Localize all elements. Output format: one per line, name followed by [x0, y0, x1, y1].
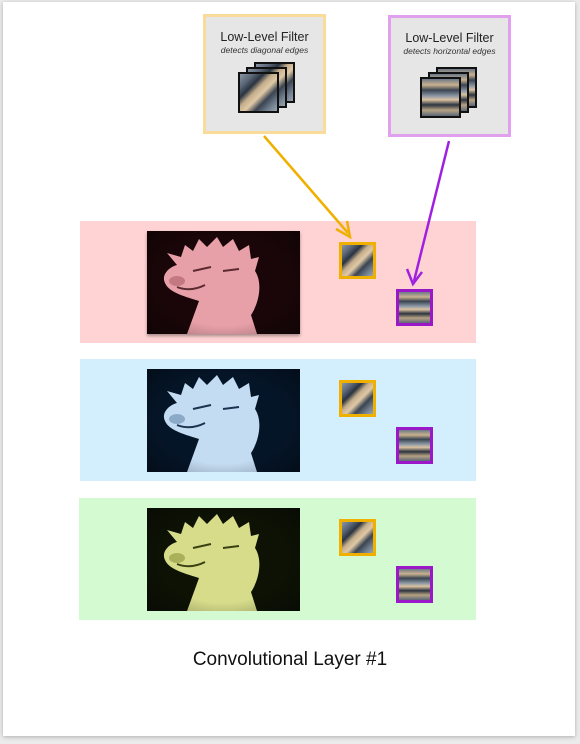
horizontal-filter-arrow — [405, 140, 451, 287]
diagonal-filter-arrow — [263, 135, 352, 240]
horizontal-filter-subtitle: detects horizontal edges — [403, 46, 496, 56]
horizontal-filter-title: Low-Level Filter — [405, 31, 494, 45]
horizontal-kernel-green — [396, 566, 433, 603]
horizontal-edge-filter-icon — [420, 67, 477, 118]
diagonal-kernel-blue — [339, 380, 376, 417]
diagonal-filter-title: Low-Level Filter — [220, 30, 309, 44]
alpaca-photo-blue-channel — [147, 369, 300, 472]
diagonal-kernel-green — [339, 519, 376, 556]
horizontal-kernel-blue — [396, 427, 433, 464]
diagonal-filter-box: Low-Level Filter detects diagonal edges — [203, 14, 326, 134]
diagonal-kernel-red — [339, 242, 376, 279]
horizontal-kernel-red — [396, 289, 433, 326]
alpaca-photo-red-channel — [147, 231, 300, 334]
alpaca-photo-green-channel — [147, 508, 300, 611]
channel-band-red — [80, 221, 476, 343]
channel-band-green — [79, 498, 476, 620]
channel-band-blue — [80, 359, 476, 481]
horizontal-filter-box: Low-Level Filter detects horizontal edge… — [388, 15, 511, 137]
layer-caption: Convolutional Layer #1 — [192, 649, 388, 670]
diagonal-edge-filter-icon — [238, 62, 295, 113]
diagonal-filter-subtitle: detects diagonal edges — [220, 45, 309, 55]
